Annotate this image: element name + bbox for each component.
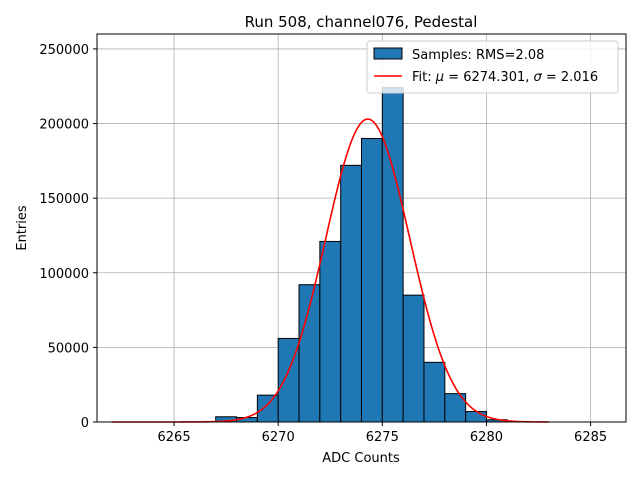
histogram-bar-7 <box>361 137 383 423</box>
legend-box <box>366 40 619 94</box>
histogram-bar-8 <box>381 87 404 423</box>
histogram-bar-2 <box>256 394 279 423</box>
x-tick-label-0: 6265 <box>158 430 191 445</box>
plot-frame <box>96 33 627 423</box>
chart-title: Run 508, channel076, Pedestal <box>245 13 478 31</box>
legend-fit-mu-value: = 6274.301, <box>444 70 533 85</box>
y-tick-label-4: 200000 <box>39 118 89 133</box>
x-tick-label-3: 6280 <box>470 430 503 445</box>
legend-fit-mu-symbol: μ <box>435 70 444 85</box>
legend-fit-sigma-symbol: σ <box>534 70 543 85</box>
histogram-bar-5 <box>319 240 342 423</box>
histogram-bar-6 <box>340 164 362 423</box>
histogram-bar-10 <box>423 361 446 423</box>
y-tick-label-3: 150000 <box>39 192 89 207</box>
y-axis-title: Entries <box>15 205 30 251</box>
y-tick-label-0: 0 <box>81 416 89 431</box>
y-axis-ticks: 0 50000 100000 150000 200000 250000 <box>39 43 97 431</box>
y-tick-label-1: 50000 <box>48 341 89 356</box>
x-axis-title: ADC Counts <box>322 451 400 466</box>
x-tick-label-1: 6270 <box>262 430 295 445</box>
x-tick-label-4: 6285 <box>574 430 607 445</box>
legend: Samples: RMS=2.08 Fit: μ = 6274.301, σ =… <box>366 40 619 94</box>
y-tick-label-5: 250000 <box>39 43 89 58</box>
legend-fit-prefix: Fit: <box>412 70 436 85</box>
legend-histogram-label: Samples: RMS=2.08 <box>412 48 544 63</box>
legend-fit-label: Fit: μ = 6274.301, σ = 2.016 <box>412 70 598 85</box>
legend-fit-sigma-value: = 2.016 <box>542 70 598 85</box>
y-tick-label-2: 100000 <box>39 267 89 282</box>
histogram-bar-9 <box>402 294 425 423</box>
x-tick-label-2: 6275 <box>366 430 399 445</box>
x-axis-ticks: 6265 6270 6275 6280 6285 <box>158 422 607 445</box>
legend-histogram-swatch <box>373 47 403 60</box>
histogram-bar-12 <box>465 411 487 423</box>
